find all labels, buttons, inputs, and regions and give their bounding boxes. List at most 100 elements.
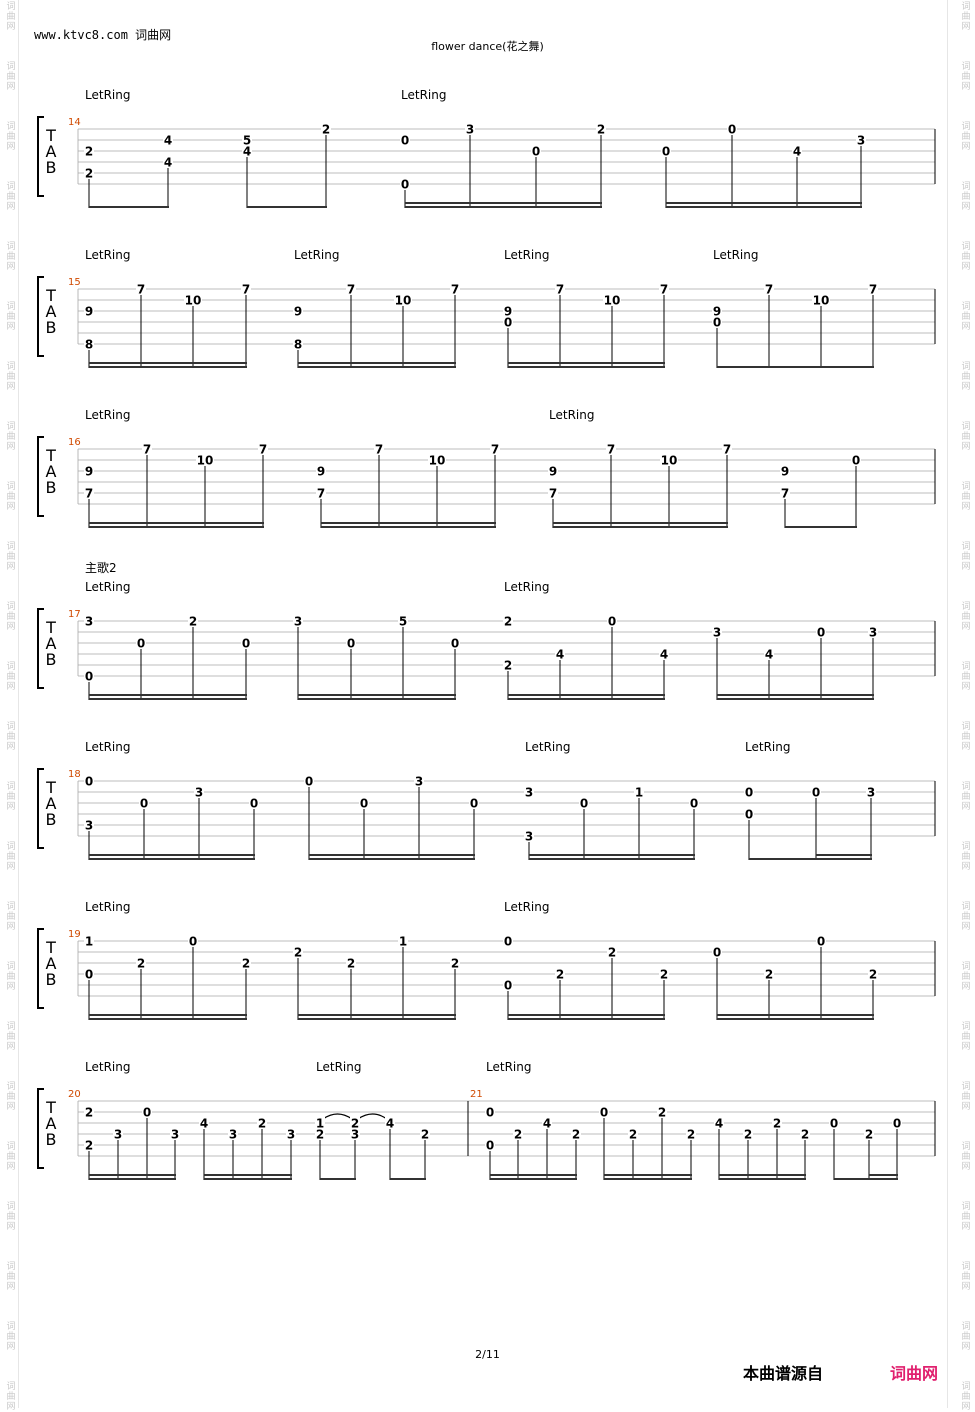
fret-number: 9 (781, 465, 789, 479)
beam (508, 694, 665, 696)
beam (89, 694, 247, 696)
fret-number: 3 (294, 615, 302, 629)
fret-number: 0 (713, 946, 721, 960)
tab-clef-letter: T (45, 938, 56, 957)
beam (553, 522, 728, 524)
fret-number: 2 (504, 615, 512, 629)
fret-number: 2 (242, 957, 250, 971)
fret-bg (188, 935, 198, 947)
fret-number: 7 (869, 283, 877, 297)
letring-label: LetRing (504, 900, 549, 914)
beam (298, 1018, 456, 1020)
fret-number: 2 (258, 1117, 266, 1131)
fret-number: 4 (386, 1117, 394, 1131)
fret-bg (490, 443, 500, 455)
fret-bg (400, 134, 410, 146)
fret-bg (136, 957, 146, 969)
fret-bg (84, 670, 94, 682)
tab-clef-letter: T (45, 126, 56, 145)
fret-number: 7 (242, 283, 250, 297)
fret-bg (241, 637, 251, 649)
fret-bg (293, 338, 303, 350)
fret-number: 4 (164, 134, 172, 148)
fret-bg (606, 443, 616, 455)
system-bracket (37, 276, 44, 357)
fret-bg (196, 454, 214, 466)
fret-number: 10 (429, 454, 446, 468)
fret-bg (868, 283, 878, 295)
fret-number: 0 (143, 1106, 151, 1120)
letring-label: LetRing (549, 408, 594, 422)
fret-bg (199, 1117, 209, 1129)
beam (816, 858, 872, 860)
beam (834, 1178, 870, 1180)
fret-number: 2 (660, 968, 668, 982)
watermark-text: 词曲网 (6, 962, 16, 992)
system-bracket (37, 928, 44, 1009)
watermark-text: 词曲网 (961, 1022, 971, 1052)
fret-number: 3 (857, 134, 865, 148)
letring-label: LetRing (85, 408, 130, 422)
fret-number: 10 (185, 294, 202, 308)
beam (508, 362, 665, 364)
fret-bg (485, 1139, 495, 1151)
measure-number: 18 (68, 769, 81, 780)
fret-bg (764, 648, 774, 660)
fret-bg (659, 283, 669, 295)
fret-number: 5 (243, 134, 251, 148)
fret-bg (712, 305, 722, 317)
letring-label: LetRing (504, 580, 549, 594)
fret-bg (868, 626, 878, 638)
fret-bg (812, 294, 830, 306)
fret-bg (84, 775, 94, 787)
beam (490, 1174, 577, 1176)
fret-bg (816, 935, 826, 947)
tab-clef-letter: T (45, 446, 56, 465)
watermark-text: 词曲网 (6, 1142, 16, 1172)
letring-label: LetRing (85, 248, 130, 262)
beam (508, 1018, 665, 1020)
section-label: 主歌2 (85, 560, 117, 575)
beam (321, 522, 496, 524)
letring-label: LetRing (401, 88, 446, 102)
fret-bg (346, 637, 356, 649)
fret-bg (571, 1128, 581, 1140)
fret-bg (84, 305, 94, 317)
watermark-text: 词曲网 (6, 1022, 16, 1052)
fret-number: 7 (660, 283, 668, 297)
beam (89, 526, 264, 528)
system-bracket (37, 436, 44, 517)
fret-number: 0 (532, 145, 540, 159)
fret-number: 4 (660, 648, 668, 662)
fret-bg (714, 1117, 724, 1129)
fret-bg (851, 454, 861, 466)
beam (717, 694, 874, 696)
fret-number: 7 (375, 443, 383, 457)
fret-number: 0 (812, 786, 820, 800)
beam (247, 206, 327, 208)
fret-bg (503, 316, 513, 328)
measure-number: 16 (68, 437, 81, 448)
beam (89, 698, 247, 700)
fret-bg (258, 443, 268, 455)
fret-number: 0 (85, 670, 93, 684)
system-bracket (37, 1088, 44, 1169)
fret-bg (607, 946, 617, 958)
beam (89, 1174, 176, 1176)
fret-bg (142, 1106, 152, 1118)
fret-bg (241, 283, 251, 295)
fret-number: 2 (347, 957, 355, 971)
fret-bg (634, 786, 644, 798)
fret-bg (315, 1117, 325, 1129)
fret-number: 10 (395, 294, 412, 308)
fret-bg (485, 1106, 495, 1118)
fret-bg (764, 968, 774, 980)
watermark-text: 词曲网 (961, 302, 971, 332)
fret-number: 0 (504, 979, 512, 993)
fret-number: 7 (549, 487, 557, 501)
fret-number: 10 (604, 294, 621, 308)
beam (298, 1014, 456, 1016)
watermark-text: 词曲网 (6, 1262, 16, 1292)
watermark-text: 词曲网 (961, 2, 971, 32)
beam (529, 858, 695, 860)
